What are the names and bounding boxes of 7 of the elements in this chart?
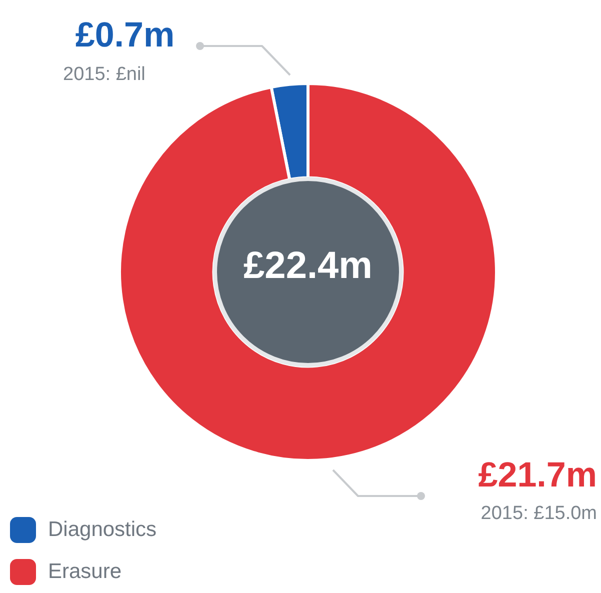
text: 2015: £nil (63, 64, 146, 86)
text: 2015: £15.0m (480, 503, 597, 524)
legend-label: Erasure (48, 560, 122, 584)
text: £22.4m (242, 245, 374, 288)
data-label: £0.7m (75, 16, 175, 55)
data-label: £21.7m (478, 456, 597, 495)
legend-label: Diagnostics (48, 518, 157, 542)
